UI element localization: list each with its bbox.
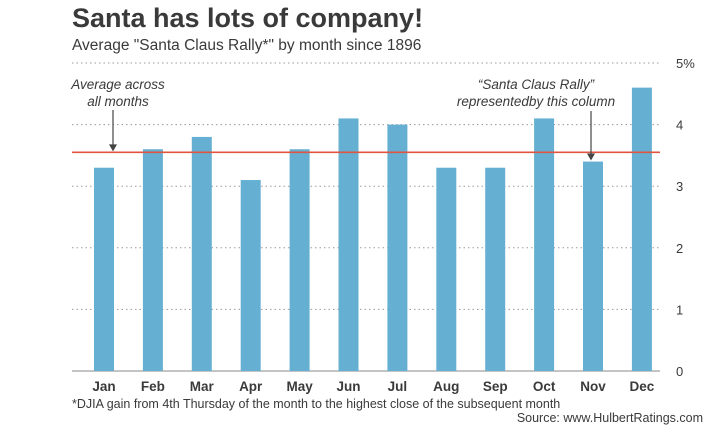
x-tick-label: Jun bbox=[336, 379, 360, 394]
x-tick-label: Feb bbox=[141, 379, 165, 394]
x-tick-label: Jan bbox=[92, 379, 115, 394]
bar-nov bbox=[583, 161, 603, 371]
y-tick-labels: 0 1 2 3 4 5% bbox=[676, 56, 695, 379]
x-tick-label: Nov bbox=[580, 379, 606, 394]
x-tick-label: Mar bbox=[190, 379, 215, 394]
footnote: *DJIA gain from 4th Thursday of the mont… bbox=[72, 397, 561, 411]
grid-lines bbox=[72, 62, 660, 372]
bar-mar bbox=[191, 136, 212, 371]
x-tick-label: May bbox=[286, 379, 313, 394]
rally-annotation-line: “Santa Claus Rally” bbox=[478, 77, 595, 92]
average-arrowhead-icon bbox=[109, 144, 117, 152]
x-tick-label: Sep bbox=[483, 379, 508, 394]
rally-annotation-line: representedby this column bbox=[457, 94, 615, 109]
bar-sep bbox=[485, 167, 506, 371]
x-tick-label: Jul bbox=[388, 379, 408, 394]
bar-aug bbox=[436, 167, 457, 371]
bar-jan bbox=[94, 167, 114, 371]
y-tick-label: 0 bbox=[676, 364, 683, 379]
x-tick-label: Oct bbox=[533, 379, 556, 394]
y-tick-label: 4 bbox=[676, 118, 683, 133]
bars bbox=[94, 87, 652, 371]
bar-dec bbox=[631, 87, 652, 371]
y-tick-label: 1 bbox=[676, 302, 683, 317]
x-tick-label: Aug bbox=[433, 379, 459, 394]
bar-oct bbox=[534, 118, 555, 371]
bar-apr bbox=[240, 180, 261, 371]
x-tick-label: Dec bbox=[630, 379, 655, 394]
chart-subtitle: Average "Santa Claus Rally*" by month si… bbox=[72, 37, 422, 54]
rally-arrowhead-icon bbox=[587, 153, 595, 161]
bar-jun bbox=[338, 118, 359, 371]
y-tick-label: 5% bbox=[676, 56, 695, 71]
average-annotation-line: all months bbox=[87, 94, 149, 109]
annotations: Average across all months “Santa Claus Ral… bbox=[70, 77, 615, 161]
bar-feb bbox=[142, 149, 163, 371]
average-annotation-line: Average across bbox=[70, 77, 165, 92]
source-note: Source: www.HulbertRatings.com bbox=[516, 411, 703, 425]
bar-may bbox=[289, 149, 310, 371]
bar-jul bbox=[387, 124, 408, 371]
y-tick-label: 2 bbox=[676, 241, 683, 256]
chart-title: Santa has lots of company! bbox=[72, 3, 424, 33]
x-tick-label: Apr bbox=[239, 379, 263, 394]
y-tick-label: 3 bbox=[676, 179, 683, 194]
x-tick-labels: Jan Feb Mar Apr May Jun Jul Aug Sep Oct Nov Dec bbox=[92, 379, 654, 394]
